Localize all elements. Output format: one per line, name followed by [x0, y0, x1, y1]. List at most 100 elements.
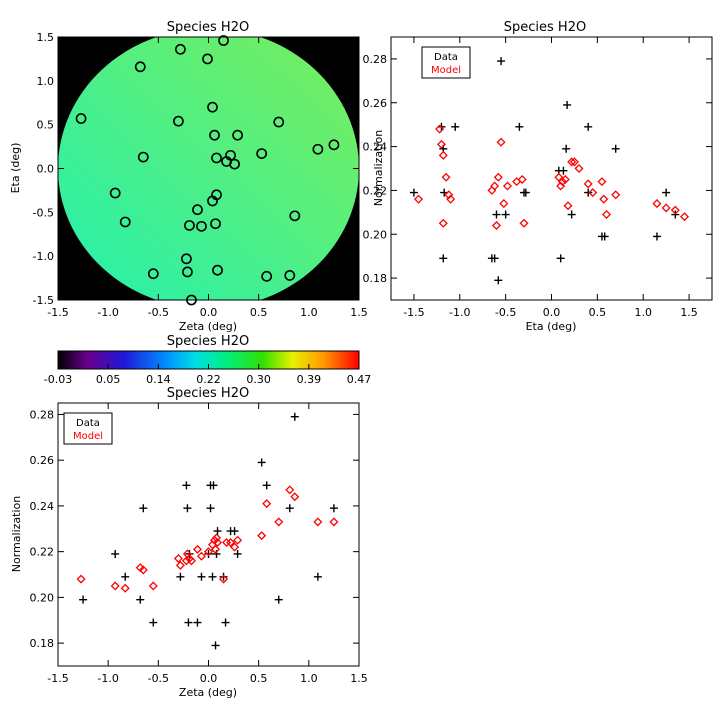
zeta-xtick-label: -0.5 [148, 672, 169, 685]
zeta-model-point [262, 499, 272, 509]
eta-scatter-title: Species H2O [504, 20, 586, 35]
zeta-data-point [183, 504, 192, 513]
zeta-data-point [274, 595, 283, 604]
eta-data-point [611, 144, 620, 153]
map-ytick-label: -1.5 [33, 294, 54, 307]
eta-model-point [670, 205, 680, 215]
zeta-xtick-label: -1.0 [97, 672, 118, 685]
map-marker-circle [137, 151, 149, 163]
map-marker-circle [207, 101, 218, 113]
zeta-model-point [175, 560, 185, 570]
eta-model-point [588, 188, 598, 198]
eta-model-point [493, 172, 503, 182]
map-marker-circle [261, 270, 273, 282]
zeta-model-point [213, 537, 223, 548]
map-ytick-label: 0.0 [37, 163, 55, 176]
zeta-model-point [233, 535, 243, 545]
zeta-model-point [230, 542, 240, 552]
zeta-data-point [136, 595, 145, 604]
eta-model-point [413, 194, 424, 204]
colorbar-tick-label: 0.47 [347, 373, 372, 386]
zeta-data-point [208, 572, 217, 581]
zeta-model-point [186, 556, 196, 566]
eta-ytick-label: 0.28 [363, 53, 388, 66]
map-marker-circle [202, 53, 213, 65]
zeta-model-point [274, 517, 284, 527]
map-marker-circle [212, 264, 223, 276]
eta-model-point [574, 163, 584, 174]
map-marker-circle [209, 129, 220, 141]
zeta-data-point [233, 549, 242, 558]
map-xlabel: Zeta (deg) [179, 320, 237, 333]
eta-model-point [496, 137, 506, 147]
map-xtick-label: -1.0 [97, 306, 118, 319]
eta-scatter-panel: Species H2O -1.5 -1.0 -0.5 0.0 0.5 1.0 1.5 0.1… [363, 20, 713, 333]
zeta-model-point [138, 565, 148, 575]
zeta-data-point [257, 458, 266, 467]
zeta-data-point [230, 527, 239, 536]
eta-xtick-label: 1.0 [634, 306, 652, 319]
zeta-model-point [313, 517, 323, 527]
zeta-data-point [211, 641, 220, 650]
zeta-model-point [196, 551, 206, 561]
map-marker-circle [192, 204, 203, 216]
eta-model-point [599, 194, 609, 204]
zeta-data-point [204, 549, 213, 558]
map-ytick-label: 1.0 [37, 75, 55, 88]
eta-scatter-frame [390, 36, 713, 301]
map-marker-circle [109, 187, 121, 199]
map-marker-circle [273, 116, 285, 128]
colorbar-tick-label: 0.22 [196, 373, 221, 386]
eta-model-point [444, 190, 454, 200]
zeta-scatter-panel: Species H2O -1.5 -1.0 -0.5 0.0 0.5 1.0 1.5 0.1… [10, 386, 368, 699]
colorbar-tick-label: 0.05 [96, 373, 121, 386]
zeta-data-point [206, 504, 215, 513]
eta-model-point [597, 177, 607, 187]
zeta-model-point [173, 553, 183, 564]
eta-data-point [562, 144, 571, 153]
map-marker-circle [172, 115, 184, 127]
map-xtick-label: 1.0 [300, 306, 318, 319]
eta-model-point [435, 124, 445, 134]
eta-xtick-label: -0.5 [495, 306, 516, 319]
eta-legend-model: Model [431, 65, 461, 76]
zeta-data-point [221, 618, 230, 627]
zeta-scatter-xlabel: Zeta (deg) [179, 686, 237, 699]
eta-model-point [438, 150, 448, 160]
eta-model-point [652, 199, 662, 209]
zeta-ytick-label: 0.20 [30, 591, 55, 604]
eta-model-point [491, 220, 501, 231]
map-xtick-label: -0.5 [148, 306, 169, 319]
map-marker-circle [328, 139, 340, 151]
zeta-data-point [209, 481, 218, 490]
eta-scatter-ylabel: Normalization [372, 130, 385, 206]
zeta-data-point [219, 572, 228, 581]
eta-model-point [560, 174, 570, 184]
eta-ytick-label: 0.22 [363, 184, 388, 197]
map-panel: Species H2O -1.5 -1.0 -0.5 0.0 0.5 1.0 1.5 -1.… [9, 20, 368, 333]
zeta-model-point [148, 581, 158, 591]
map-xtick-label: 0.5 [250, 306, 268, 319]
eta-legend-box [421, 46, 471, 79]
zeta-model-point [211, 544, 221, 554]
eta-model-point [499, 199, 509, 209]
colorbar-tick-label: 0.14 [146, 373, 171, 386]
map-marker-circle [175, 43, 186, 55]
eta-ytick-label: 0.26 [363, 97, 388, 110]
eta-data-point [451, 122, 460, 131]
eta-data-point [439, 254, 448, 263]
eta-data-point [515, 122, 524, 131]
eta-legend-data: Data [434, 52, 458, 63]
zeta-data-point [285, 504, 294, 513]
eta-model-point [519, 218, 529, 228]
eta-data-point [563, 100, 572, 109]
eta-data-point [556, 254, 565, 263]
colorbar-tick-label: 0.30 [246, 373, 271, 386]
zeta-ytick-label: 0.28 [30, 408, 55, 421]
eta-model-point [583, 179, 593, 189]
zeta-data-point [79, 595, 88, 604]
zeta-model-point [219, 574, 229, 584]
zeta-data-point [182, 481, 191, 490]
zeta-data-point [185, 549, 194, 558]
eta-data-point [492, 210, 501, 219]
